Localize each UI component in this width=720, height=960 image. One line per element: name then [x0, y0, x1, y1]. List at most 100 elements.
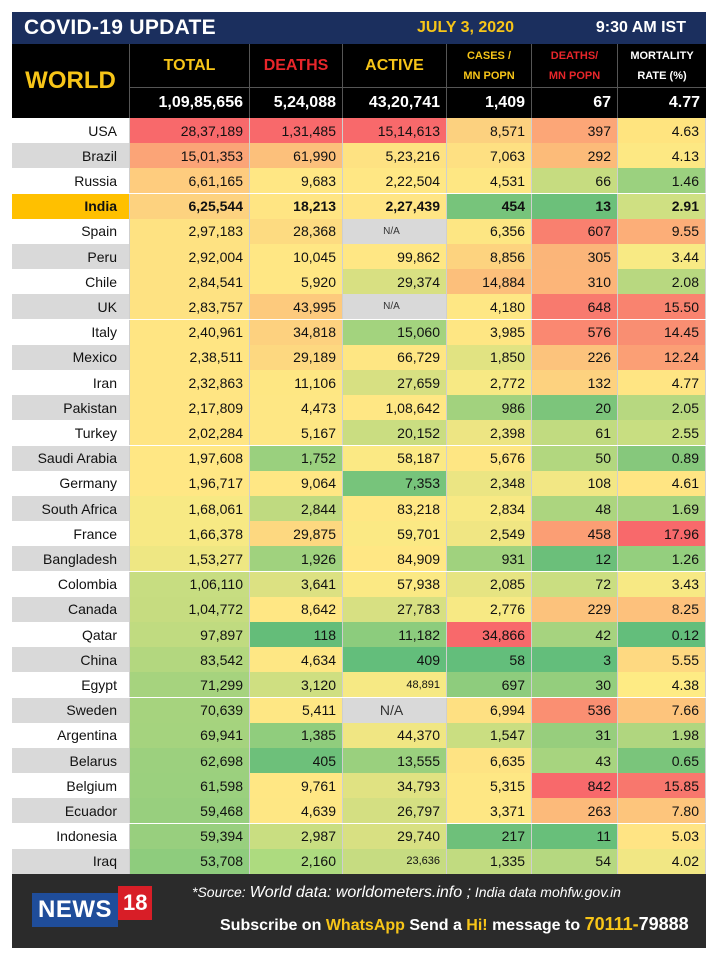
cell-deaths-per-mn: 132	[532, 370, 618, 395]
cell-cases-per-mn: 4,180	[447, 294, 532, 320]
cell-deaths: 9,683	[250, 168, 343, 194]
cell-active: 27,783	[343, 596, 447, 622]
col-mortality-line2: RATE (%)	[637, 69, 687, 82]
country-name: France	[12, 521, 130, 547]
title-bar: COVID-19 UPDATE JULY 3, 2020 9:30 AM IST	[12, 12, 706, 44]
cell-total: 2,83,757	[130, 294, 250, 320]
country-name: Sweden	[12, 697, 130, 723]
sub-whatsapp: WhatsApp	[325, 917, 405, 934]
cell-active: 1,08,642	[343, 395, 447, 421]
cell-deaths-per-mn: 12	[532, 546, 618, 572]
country-name: Bangladesh	[12, 546, 130, 572]
country-name: Canada	[12, 596, 130, 622]
cell-total: 6,61,165	[130, 168, 250, 194]
cell-deaths-per-mn: 458	[532, 521, 618, 547]
cell-cases-per-mn: 1,547	[447, 722, 532, 748]
country-name: Saudi Arabia	[12, 445, 130, 471]
world-cases-per-mn: 1,409	[447, 88, 532, 118]
cell-deaths-per-mn: 292	[532, 143, 618, 169]
world-deaths-per-mn: 67	[532, 88, 618, 118]
cell-active: 5,23,216	[343, 143, 447, 169]
table-row: South Africa 1,68,061 2,844 83,218 2,834 48 1.…	[12, 496, 706, 521]
cell-mortality: 0.12	[618, 622, 706, 647]
cell-deaths-per-mn: 397	[532, 118, 618, 143]
cell-deaths-per-mn: 108	[532, 470, 618, 496]
cell-mortality: 15.85	[618, 773, 706, 799]
cell-mortality: 1.69	[618, 496, 706, 521]
cell-cases-per-mn: 3,985	[447, 319, 532, 345]
cell-active: 29,740	[343, 823, 447, 849]
country-name: Argentina	[12, 722, 130, 748]
col-cases-line2: MN POPN	[463, 69, 515, 82]
cell-mortality: 1.98	[618, 722, 706, 748]
cell-deaths: 3,641	[250, 571, 343, 597]
cell-active: 7,353	[343, 470, 447, 496]
cell-cases-per-mn: 5,676	[447, 445, 532, 471]
cell-total: 1,68,061	[130, 496, 250, 521]
cell-deaths: 29,189	[250, 344, 343, 370]
cell-cases-per-mn: 2,549	[447, 521, 532, 547]
country-name: Chile	[12, 269, 130, 295]
cell-mortality: 1.46	[618, 168, 706, 194]
cell-deaths-per-mn: 536	[532, 697, 618, 723]
cell-active: 2,22,504	[343, 168, 447, 194]
table-row: Chile 2,84,541 5,920 29,374 14,884 310 2.08	[12, 269, 706, 295]
table-row: Peru 2,92,004 10,045 99,862 8,856 305 3.44	[12, 244, 706, 269]
cell-total: 1,04,772	[130, 596, 250, 622]
table-row: Indonesia 59,394 2,987 29,740 217 11 5.03	[12, 823, 706, 849]
cell-deaths: 1,385	[250, 722, 343, 748]
cell-deaths: 5,167	[250, 420, 343, 446]
table-row: Italy 2,40,961 34,818 15,060 3,985 576 14.45	[12, 319, 706, 345]
cell-active: 66,729	[343, 344, 447, 370]
cell-active: N/A	[343, 697, 447, 723]
cell-mortality: 3.43	[618, 571, 706, 597]
cell-cases-per-mn: 2,772	[447, 370, 532, 395]
cell-active: 48,891	[343, 672, 447, 698]
sub-number-part2: 79888	[638, 914, 689, 934]
country-name: Turkey	[12, 420, 130, 446]
table-row: India 6,25,544 18,213 2,27,439 454 13 2.91	[12, 193, 706, 219]
cell-mortality: 3.44	[618, 244, 706, 269]
update-date: JULY 3, 2020	[417, 19, 514, 36]
cell-active: 2,27,439	[343, 193, 447, 219]
cell-active: 83,218	[343, 496, 447, 521]
cell-cases-per-mn: 2,398	[447, 420, 532, 446]
cell-mortality: 7.66	[618, 697, 706, 723]
cell-active: 34,793	[343, 773, 447, 799]
country-name: Peru	[12, 244, 130, 269]
cell-total: 2,97,183	[130, 218, 250, 244]
cell-mortality: 5.55	[618, 647, 706, 673]
country-name: Italy	[12, 319, 130, 345]
cell-total: 69,941	[130, 722, 250, 748]
cell-cases-per-mn: 217	[447, 823, 532, 849]
cell-total: 59,468	[130, 798, 250, 824]
table-row: Spain 2,97,183 28,368 N/A 6,356 607 9.55	[12, 218, 706, 244]
cell-deaths: 10,045	[250, 244, 343, 269]
country-name: Indonesia	[12, 823, 130, 849]
country-name: Colombia	[12, 571, 130, 597]
cell-mortality: 2.05	[618, 395, 706, 421]
cell-total: 6,25,544	[130, 193, 250, 219]
cell-cases-per-mn: 1,335	[447, 848, 532, 874]
cell-deaths-per-mn: 48	[532, 496, 618, 521]
cell-total: 1,53,277	[130, 546, 250, 572]
cell-cases-per-mn: 6,994	[447, 697, 532, 723]
cell-cases-per-mn: 454	[447, 193, 532, 219]
table-row: France 1,66,378 29,875 59,701 2,549 458 17.96	[12, 521, 706, 547]
cell-total: 2,84,541	[130, 269, 250, 295]
country-name: Iran	[12, 370, 130, 395]
cell-cases-per-mn: 5,315	[447, 773, 532, 799]
cell-active: 59,701	[343, 521, 447, 547]
cell-deaths-per-mn: 576	[532, 319, 618, 345]
update-time: 9:30 AM IST	[595, 19, 686, 36]
cell-total: 61,598	[130, 773, 250, 799]
cell-total: 2,17,809	[130, 395, 250, 421]
table-row: UK 2,83,757 43,995 N/A 4,180 648 15.50	[12, 294, 706, 320]
cell-deaths: 2,987	[250, 823, 343, 849]
country-name: Pakistan	[12, 395, 130, 421]
cell-deaths-per-mn: 226	[532, 344, 618, 370]
cell-total: 1,97,608	[130, 445, 250, 471]
cell-mortality: 7.80	[618, 798, 706, 824]
table-row: Russia 6,61,165 9,683 2,22,504 4,531 66 1.46	[12, 168, 706, 194]
sub-text1: Subscribe on	[220, 917, 322, 934]
